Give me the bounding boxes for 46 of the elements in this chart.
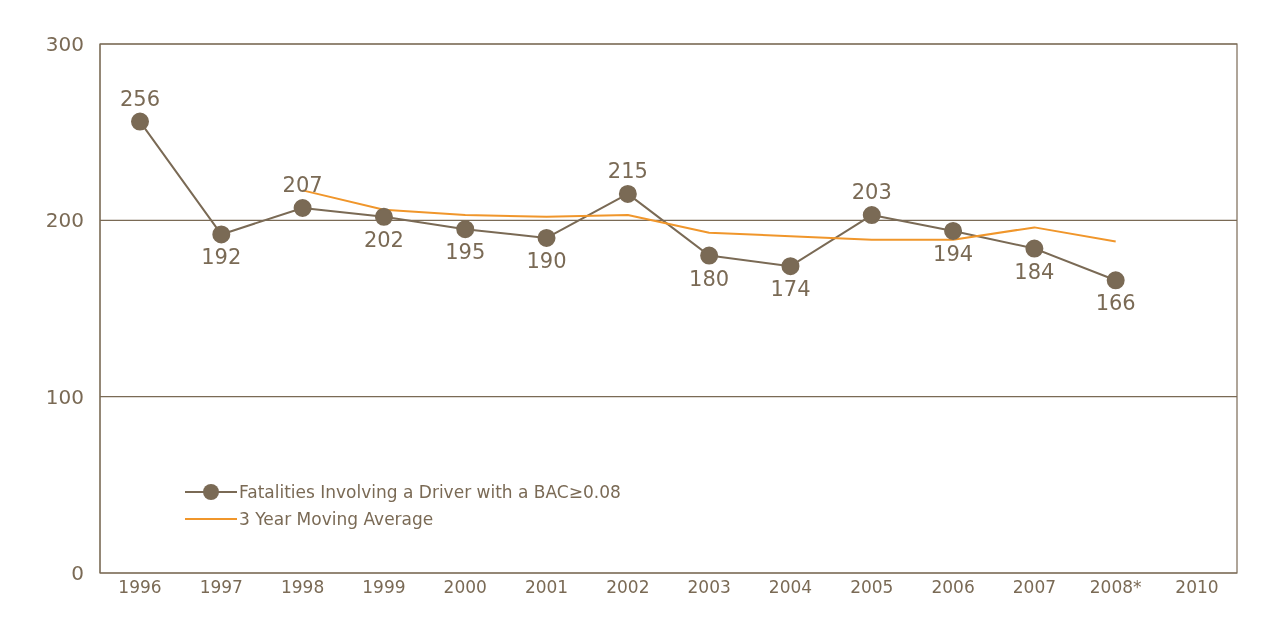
x-tick-label: 1998: [280, 577, 325, 598]
data-label: 207: [282, 172, 323, 197]
point: [700, 246, 719, 265]
point: [374, 207, 393, 226]
x-tick-label: 2005: [850, 577, 894, 598]
x-tick-label: 2010: [1175, 577, 1219, 598]
legend-label: Fatalities Involving a Driver with a BAC≥0.08: [239, 481, 621, 502]
point: [781, 257, 800, 276]
x-tick-label: 2004: [768, 577, 813, 598]
x-tick-label: 1997: [199, 577, 243, 598]
point: [537, 228, 556, 247]
x-tick-label: 2006: [931, 577, 975, 598]
x-tick-label: 2001: [524, 577, 569, 598]
data-label: 203: [851, 180, 892, 205]
point: [212, 225, 231, 244]
y-tick-label: 0: [71, 561, 84, 586]
point: [456, 220, 475, 239]
data-label: 215: [607, 158, 648, 183]
data-label: 166: [1095, 291, 1136, 316]
point: [293, 198, 312, 217]
data-label: 180: [689, 266, 730, 291]
point: [1106, 271, 1125, 290]
data-label: 194: [933, 241, 974, 266]
x-tick-label: 1999: [362, 577, 406, 598]
data-label: 256: [119, 86, 161, 111]
data-label: 174: [770, 277, 811, 302]
x-tick-label: 2002: [606, 577, 650, 598]
data-label: 202: [363, 227, 404, 252]
point: [618, 184, 637, 203]
x-tick-label: 2000: [443, 577, 487, 598]
point: [131, 112, 149, 131]
x-tick-label: 2008*: [1089, 577, 1142, 598]
point: [1025, 239, 1044, 258]
point: [944, 221, 963, 240]
y-tick-label: 100: [45, 384, 84, 409]
data-label: 184: [1014, 259, 1055, 284]
data-label: 192: [201, 245, 242, 270]
x-tick-label: 2007: [1012, 577, 1057, 598]
data-label: 190: [526, 248, 567, 273]
x-tick-label: 2003: [687, 577, 731, 598]
x-tick-label: 1996: [118, 577, 162, 598]
y-tick-label: 200: [45, 208, 84, 233]
point: [862, 206, 881, 225]
data-label: 195: [445, 240, 486, 265]
legend-label: 3 Year Moving Average: [239, 508, 434, 529]
y-tick-label: 300: [45, 32, 84, 57]
